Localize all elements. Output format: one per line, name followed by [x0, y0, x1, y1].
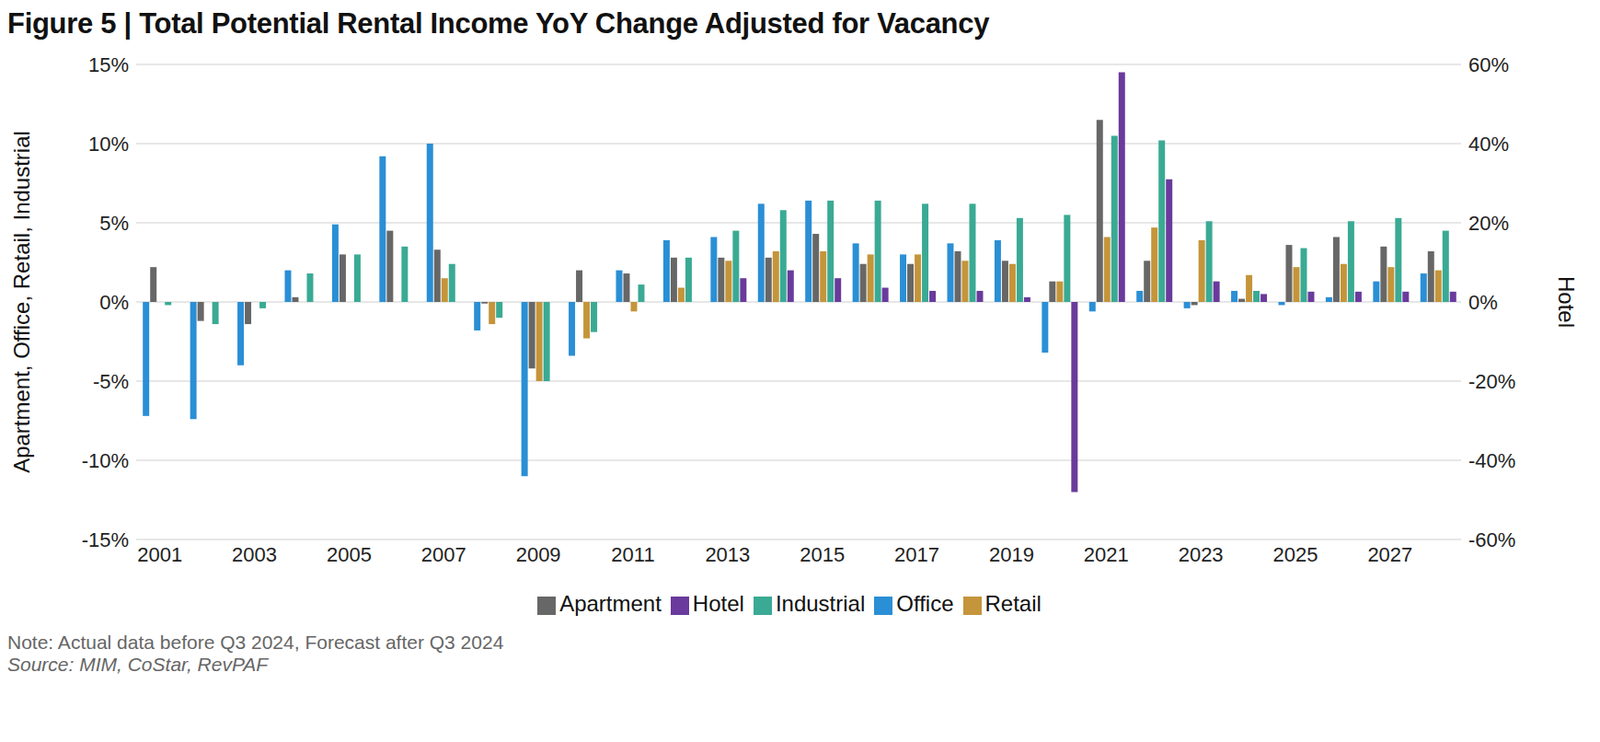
svg-text:2017: 2017	[894, 542, 940, 566]
svg-text:15%: 15%	[88, 53, 129, 77]
svg-text:20%: 20%	[1468, 211, 1509, 235]
svg-text:2005: 2005	[326, 542, 372, 566]
svg-text:-20%: -20%	[1468, 369, 1516, 393]
html-text:Office: Office	[896, 590, 954, 616]
svg-text:10%: 10%	[88, 132, 129, 156]
svg-text:-10%: -10%	[81, 448, 129, 472]
svg-text:2001: 2001	[137, 542, 183, 566]
html-text:Note: Actual data before Q3 20: Note: Actual data before Q3 2024, Foreca…	[7, 631, 504, 653]
svg-text:Hotel: Hotel	[1553, 276, 1579, 328]
svg-text:5%: 5%	[99, 211, 129, 235]
svg-text:2009: 2009	[516, 542, 562, 566]
svg-text:-15%: -15%	[81, 528, 129, 552]
html-text:Apartment: Apartment	[559, 590, 662, 616]
svg-text:-60%: -60%	[1468, 528, 1516, 552]
svg-text:60%: 60%	[1468, 53, 1509, 77]
html-text:Retail: Retail	[984, 590, 1042, 616]
svg-text:2003: 2003	[231, 542, 277, 566]
html-text:Industrial: Industrial	[775, 590, 866, 616]
svg-text:40%: 40%	[1468, 132, 1509, 156]
svg-text:-40%: -40%	[1468, 448, 1516, 472]
svg-text:-5%: -5%	[92, 369, 129, 393]
svg-text:2021: 2021	[1083, 542, 1129, 566]
svg-text:2027: 2027	[1367, 542, 1413, 566]
html-text:Hotel: Hotel	[692, 590, 745, 616]
html-text:Figure 5 | Total Potential Ren: Figure 5 | Total Potential Rental Income…	[7, 7, 990, 40]
svg-text:Apartment, Office, Retail, Ind: Apartment, Office, Retail, Industrial	[9, 130, 35, 473]
svg-text:0%: 0%	[1468, 290, 1498, 314]
html-text:Source: MIM, CoStar, RevPAF: Source: MIM, CoStar, RevPAF	[7, 653, 268, 675]
svg-text:2013: 2013	[704, 542, 750, 566]
svg-text:2019: 2019	[989, 542, 1035, 566]
svg-text:2025: 2025	[1273, 542, 1319, 566]
svg-text:2023: 2023	[1178, 542, 1224, 566]
svg-text:2015: 2015	[799, 542, 845, 566]
svg-text:2011: 2011	[610, 542, 655, 566]
svg-text:2007: 2007	[421, 542, 467, 566]
svg-text:0%: 0%	[99, 290, 129, 314]
